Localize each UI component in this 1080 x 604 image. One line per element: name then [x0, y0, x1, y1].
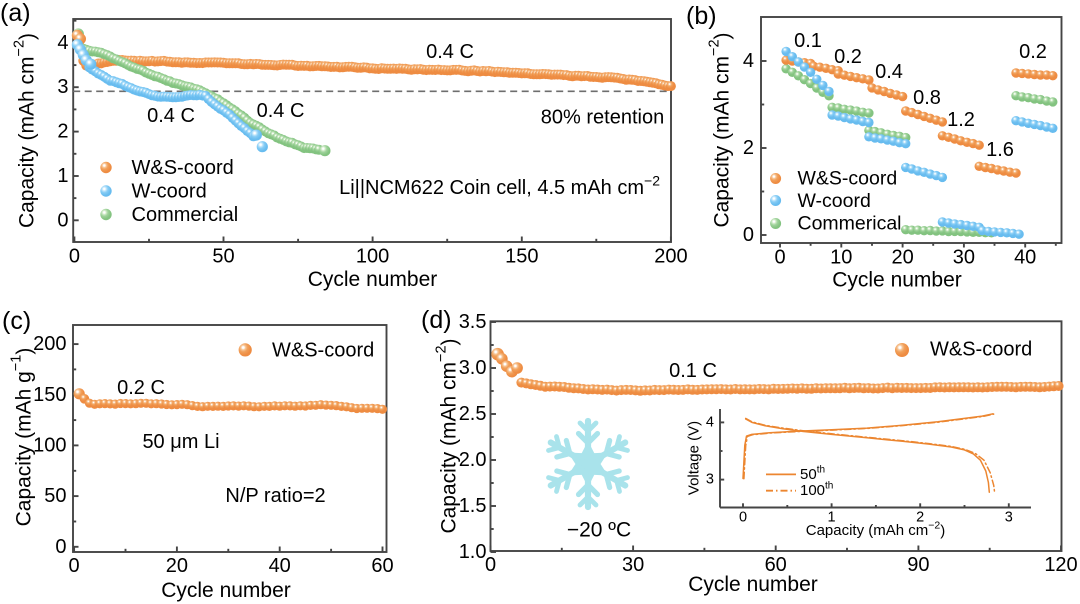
svg-text:Capacity (mAh cm−2): Capacity (mAh cm−2)	[434, 338, 461, 533]
svg-text:0.2: 0.2	[1019, 41, 1047, 63]
svg-text:3: 3	[57, 76, 68, 98]
svg-text:0: 0	[57, 209, 68, 231]
svg-text:N/P ratio=2: N/P ratio=2	[225, 485, 325, 507]
svg-text:0: 0	[739, 510, 747, 526]
svg-text:(d): (d)	[421, 306, 452, 334]
svg-text:20: 20	[166, 555, 188, 577]
svg-text:W&S-coord: W&S-coord	[798, 168, 898, 190]
svg-text:0: 0	[485, 554, 496, 576]
svg-text:50: 50	[212, 246, 234, 268]
svg-text:0.4: 0.4	[875, 61, 903, 83]
svg-text:0: 0	[69, 246, 80, 268]
svg-text:4: 4	[743, 50, 754, 72]
svg-text:60: 60	[371, 555, 393, 577]
svg-text:3.5: 3.5	[459, 311, 487, 333]
svg-text:1.2: 1.2	[947, 109, 975, 131]
svg-text:40: 40	[269, 555, 291, 577]
svg-text:Cycle number: Cycle number	[832, 269, 962, 292]
svg-text:(b): (b)	[686, 2, 717, 30]
svg-text:10: 10	[830, 247, 852, 269]
svg-text:0.4 C: 0.4 C	[257, 100, 305, 122]
svg-text:200: 200	[654, 246, 687, 268]
svg-text:Capacity (mAh cm−2): Capacity (mAh cm−2)	[806, 520, 946, 540]
svg-text:30: 30	[622, 554, 644, 576]
svg-text:Commercial: Commercial	[132, 204, 239, 226]
svg-text:Capacity (mAh g−1): Capacity (mAh g−1)	[9, 348, 36, 527]
svg-text:1.6: 1.6	[986, 139, 1014, 161]
svg-text:Capacity (mAh cm−2): Capacity (mAh cm−2)	[707, 32, 734, 227]
svg-text:W-coord: W-coord	[798, 190, 871, 212]
svg-text:W&S-coord: W&S-coord	[930, 339, 1032, 361]
svg-text:1.5: 1.5	[459, 495, 487, 517]
svg-text:Cycle number: Cycle number	[308, 268, 438, 291]
svg-text:(a): (a)	[0, 0, 31, 27]
svg-text:2.0: 2.0	[459, 449, 487, 471]
svg-text:1: 1	[57, 165, 68, 187]
svg-text:150: 150	[33, 384, 66, 406]
svg-text:50 μm Li: 50 μm Li	[142, 431, 219, 453]
svg-text:Capacity (mAh cm−2): Capacity (mAh cm−2)	[12, 33, 39, 228]
svg-text:2.5: 2.5	[459, 403, 487, 425]
svg-text:W&S-coord: W&S-coord	[132, 157, 234, 179]
svg-text:0: 0	[774, 247, 785, 269]
svg-text:1.0: 1.0	[459, 541, 487, 563]
svg-text:3: 3	[706, 472, 714, 488]
svg-text:3.0: 3.0	[459, 357, 487, 379]
svg-text:(c): (c)	[2, 307, 31, 335]
svg-text:200: 200	[33, 333, 66, 355]
svg-text:3: 3	[1005, 510, 1013, 526]
svg-text:50: 50	[44, 485, 66, 507]
svg-text:30: 30	[953, 247, 975, 269]
svg-text:40: 40	[1014, 247, 1036, 269]
svg-text:100: 100	[356, 246, 389, 268]
svg-text:0: 0	[69, 555, 80, 577]
svg-text:Cycle number: Cycle number	[161, 579, 291, 602]
svg-text:Cycle number: Cycle number	[688, 573, 818, 596]
svg-text:W&S-coord: W&S-coord	[272, 339, 374, 361]
svg-text:−20 ºC: −20 ºC	[567, 519, 631, 542]
svg-text:2: 2	[743, 137, 754, 159]
svg-text:0.1: 0.1	[794, 30, 822, 52]
svg-text:0.1 C: 0.1 C	[669, 360, 717, 382]
svg-text:0.4 C: 0.4 C	[426, 41, 474, 63]
svg-text:1: 1	[828, 510, 836, 526]
svg-text:0.2: 0.2	[834, 46, 862, 68]
svg-text:0: 0	[55, 536, 66, 558]
svg-text:2: 2	[916, 510, 924, 526]
svg-text:W-coord: W-coord	[132, 181, 207, 203]
svg-text:0: 0	[743, 224, 754, 246]
svg-text:60: 60	[765, 554, 787, 576]
svg-text:80% retention: 80% retention	[541, 107, 664, 129]
svg-text:120: 120	[1044, 554, 1077, 576]
svg-text:0.2 C: 0.2 C	[117, 377, 165, 399]
svg-text:4: 4	[706, 414, 714, 430]
svg-text:4: 4	[57, 32, 68, 54]
svg-text:50th: 50th	[800, 464, 825, 483]
svg-text:0.4 C: 0.4 C	[147, 105, 195, 127]
svg-text:100: 100	[33, 434, 66, 456]
svg-text:Li||NCM622 Coin cell, 4.5 mAh: Li||NCM622 Coin cell, 4.5 mAh cm−2	[339, 173, 660, 200]
svg-text:0.8: 0.8	[913, 87, 941, 109]
svg-text:90: 90	[907, 554, 929, 576]
svg-text:100th: 100th	[800, 480, 833, 499]
svg-text:20: 20	[891, 247, 913, 269]
svg-text:Commerical: Commerical	[798, 213, 902, 235]
svg-text:2: 2	[57, 121, 68, 143]
svg-text:150: 150	[505, 246, 538, 268]
svg-text:Voltage (V): Voltage (V)	[686, 421, 703, 495]
